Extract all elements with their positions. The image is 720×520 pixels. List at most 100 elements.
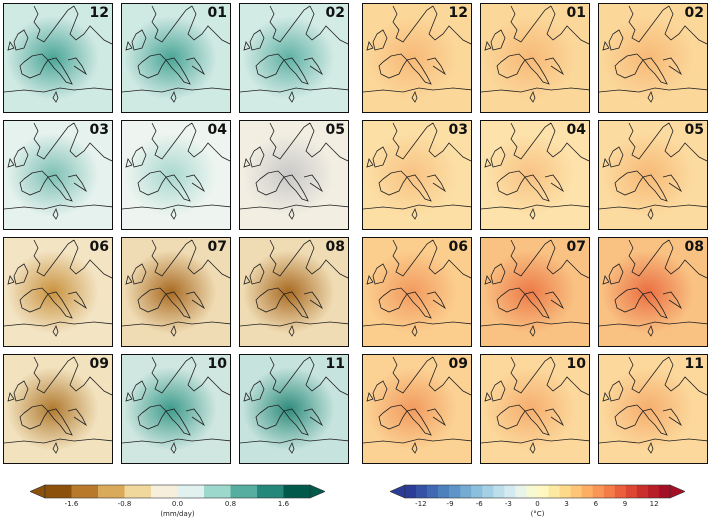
temperature-map-panel: 06: [362, 237, 472, 347]
month-label: 12: [448, 5, 468, 21]
colorbar-bin: [493, 485, 505, 498]
colorbar-tick-label: 12: [649, 500, 659, 508]
temperature-map-panel: 05: [598, 120, 708, 230]
colorbar-bin: [570, 485, 582, 498]
coastline-outline: [599, 239, 707, 337]
precipitation-map-panel: 09: [3, 354, 113, 464]
coastline-outline: [122, 5, 230, 103]
colorbar-bin: [515, 485, 527, 498]
colorbar-extend-high: [669, 484, 685, 499]
coastline-outline: [599, 5, 707, 103]
colorbar-bin: [438, 485, 450, 498]
coastline-outline: [240, 239, 348, 337]
coastline-outline: [122, 239, 230, 337]
colorbar-tick-label: -0.8: [117, 500, 132, 508]
coastline-outline: [599, 356, 707, 454]
coastline-outline: [240, 122, 348, 220]
colorbar-bin: [98, 485, 125, 498]
month-label: 08: [325, 239, 345, 255]
coastline-outline: [122, 356, 230, 454]
temperature-map-panel: 07: [480, 237, 590, 347]
month-label: 02: [325, 5, 345, 21]
colorbar-bin: [471, 485, 483, 498]
month-label: 10: [566, 356, 586, 372]
colorbar-bin: [124, 485, 152, 498]
temperature-map-panel: 09: [362, 354, 472, 464]
colorbar-bin: [257, 485, 284, 498]
colorbar-bin: [405, 485, 417, 498]
colorbar-tick-label: 9: [622, 500, 628, 508]
colorbar-bin: [427, 485, 439, 498]
precipitation-map-panel: 01: [121, 3, 231, 113]
precipitation-map-panel: 03: [3, 120, 113, 230]
month-label: 01: [207, 5, 227, 21]
temperature-map-panel: 11: [598, 354, 708, 464]
colorbar-bin: [482, 485, 494, 498]
month-label: 07: [207, 239, 227, 255]
month-label: 10: [207, 356, 227, 372]
colorbar-bin: [614, 485, 627, 498]
colorbar-graphic: [30, 484, 325, 499]
colorbar-bin: [204, 485, 231, 498]
colorbar-tick-label: -9: [446, 500, 454, 508]
colorbar-unit-label: (°C): [530, 510, 545, 518]
colorbar-bin: [559, 485, 571, 498]
temperature-map-panel: 02: [598, 3, 708, 113]
temperature-map-panel: 04: [480, 120, 590, 230]
temperature-map-panel: 01: [480, 3, 590, 113]
temperature-map-panel: 08: [598, 237, 708, 347]
temperature-map-panel: 12: [362, 3, 472, 113]
coastline-outline: [481, 356, 589, 454]
coastline-outline: [363, 239, 471, 337]
colorbar-extend-low: [390, 484, 406, 499]
month-label: 03: [89, 122, 109, 138]
precipitation-map-panel: 08: [239, 237, 349, 347]
month-label: 04: [207, 122, 227, 138]
colorbar-bin: [151, 485, 178, 498]
colorbar-bin: [592, 485, 605, 498]
colorbar-bin: [45, 485, 72, 498]
month-label: 11: [325, 356, 345, 372]
month-label: 11: [684, 356, 704, 372]
month-label: 01: [566, 5, 586, 21]
month-label: 07: [566, 239, 586, 255]
colorbar-extend-low: [30, 484, 46, 499]
colorbar-tick-label: -1.6: [64, 500, 79, 508]
colorbar-tick-label: 0.0: [171, 500, 184, 508]
month-label: 04: [566, 122, 586, 138]
coastline-outline: [4, 356, 112, 454]
month-label: 05: [684, 122, 704, 138]
colorbar-bin: [526, 485, 538, 498]
colorbar-bin: [460, 485, 472, 498]
precipitation-map-panel: 12: [3, 3, 113, 113]
colorbar-bin: [537, 485, 549, 498]
precipitation-map-panel: 02: [239, 3, 349, 113]
coastline-outline: [363, 356, 471, 454]
temperature-map-panel: 03: [362, 120, 472, 230]
colorbar-bin: [603, 485, 616, 498]
colorbar-tick-label: -6: [475, 500, 483, 508]
coastline-outline: [240, 356, 348, 454]
colorbar-tick-label: -12: [415, 500, 427, 508]
colorbar-tick-label: -3: [504, 500, 512, 508]
colorbar-bin: [230, 485, 258, 498]
precipitation-map-panel: 04: [121, 120, 231, 230]
month-label: 09: [448, 356, 468, 372]
coastline-outline: [363, 122, 471, 220]
coastline-outline: [122, 122, 230, 220]
precipitation-map-panel: 07: [121, 237, 231, 347]
coastline-outline: [481, 5, 589, 103]
colorbar-bin: [625, 485, 638, 498]
coastline-outline: [240, 5, 348, 103]
colorbar-bin: [658, 485, 671, 498]
colorbar-bin: [416, 485, 428, 498]
coastline-outline: [481, 122, 589, 220]
coastline-outline: [481, 239, 589, 337]
colorbar-bin: [449, 485, 461, 498]
colorbar-bin: [581, 485, 594, 498]
colorbar-bin: [71, 485, 99, 498]
coastline-outline: [4, 239, 112, 337]
colorbar-extend-high: [309, 484, 325, 499]
colorbar-tick-label: 3: [564, 500, 569, 508]
colorbar-bin: [504, 485, 516, 498]
